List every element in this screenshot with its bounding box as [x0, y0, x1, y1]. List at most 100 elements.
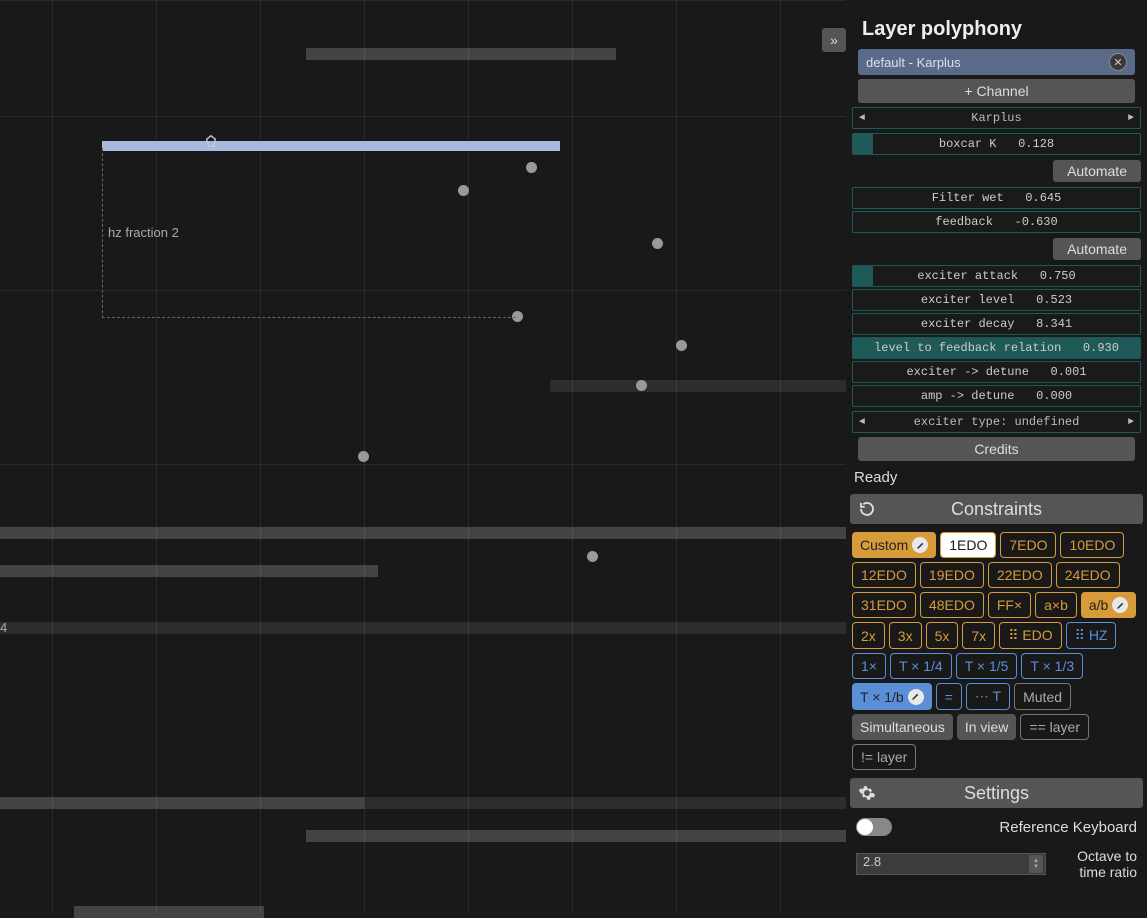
chip-label: ⋯ T: [975, 688, 1001, 705]
credits-button[interactable]: Credits: [858, 437, 1135, 461]
constraint-chip[interactable]: 22EDO: [988, 562, 1052, 588]
automation-point[interactable]: [652, 238, 663, 249]
exciter-type-selector[interactable]: ◄ exciter type: undefined ►: [852, 411, 1141, 433]
pencil-icon[interactable]: [912, 537, 928, 553]
constraint-chip[interactable]: T × 1/b: [852, 683, 932, 710]
next-synth-icon[interactable]: ►: [1122, 113, 1140, 124]
automation-point[interactable]: [676, 340, 687, 351]
param-label: amp -> detune 0.000: [921, 389, 1072, 403]
note-bar[interactable]: [74, 906, 264, 918]
prev-synth-icon[interactable]: ◄: [853, 113, 871, 124]
note-bar[interactable]: [306, 48, 616, 60]
canvas[interactable]: hz fraction 24: [0, 0, 846, 913]
automate-button[interactable]: Automate: [1053, 238, 1141, 260]
automation-point[interactable]: [587, 551, 598, 562]
constraints-header[interactable]: Constraints: [850, 494, 1143, 524]
constraint-chip[interactable]: ⠿ HZ: [1066, 622, 1117, 649]
chip-label: == layer: [1029, 719, 1080, 735]
chip-label: 10EDO: [1069, 537, 1115, 553]
chip-label: != layer: [861, 749, 907, 765]
next-exciter-icon[interactable]: ►: [1122, 417, 1140, 428]
param-slider[interactable]: exciter -> detune 0.001: [852, 361, 1141, 383]
chip-label: ⠿ HZ: [1075, 627, 1108, 644]
automate-button[interactable]: Automate: [1053, 160, 1141, 182]
constraint-chip[interactable]: 31EDO: [852, 592, 916, 618]
close-icon[interactable]: ✕: [1109, 53, 1127, 71]
chip-label: 1EDO: [949, 537, 987, 553]
chip-label: Simultaneous: [860, 719, 945, 735]
constraint-chip[interactable]: 48EDO: [920, 592, 984, 618]
automation-point[interactable]: [636, 380, 647, 391]
sidebar: Layer polyphony default - Karplus ✕ + Ch…: [846, 0, 1147, 913]
param-slider[interactable]: level to feedback relation 0.930: [852, 337, 1141, 359]
note-bar[interactable]: [550, 380, 846, 392]
grid-line: [0, 116, 846, 117]
note-bar[interactable]: [0, 527, 846, 539]
status-text: Ready: [850, 465, 1143, 490]
pencil-icon[interactable]: [1112, 597, 1128, 613]
constraint-chip[interactable]: T × 1/5: [956, 653, 1018, 679]
reference-keyboard-toggle[interactable]: [856, 818, 892, 836]
param-label: level to feedback relation 0.930: [874, 341, 1119, 355]
constraint-chip[interactable]: 3x: [889, 622, 922, 649]
constraint-chip[interactable]: T × 1/3: [1021, 653, 1083, 679]
settings-header[interactable]: Settings: [850, 778, 1143, 808]
param-slider[interactable]: exciter decay 8.341: [852, 313, 1141, 335]
param-slider[interactable]: feedback -0.630: [852, 211, 1141, 233]
canvas-label: hz fraction 2: [108, 225, 179, 240]
constraint-chip[interactable]: 1×: [852, 653, 886, 679]
collapse-sidebar-button[interactable]: »: [822, 28, 846, 52]
constraint-chip[interactable]: a/b: [1081, 592, 1136, 618]
note-bar[interactable]: [0, 622, 846, 634]
param-slider[interactable]: exciter attack 0.750: [852, 265, 1141, 287]
constraint-chip[interactable]: 2x: [852, 622, 885, 649]
constraint-chip[interactable]: Muted: [1014, 683, 1071, 710]
note-bar[interactable]: [364, 797, 846, 809]
pencil-icon[interactable]: [908, 689, 924, 705]
grid-line: [572, 0, 573, 913]
param-slider[interactable]: exciter level 0.523: [852, 289, 1141, 311]
constraint-chip[interactable]: 10EDO: [1060, 532, 1124, 558]
constraint-chip[interactable]: =: [936, 683, 962, 710]
spinner-icon[interactable]: ▲▼: [1029, 855, 1043, 873]
octave-ratio-input[interactable]: 2.8 ▲▼: [856, 853, 1046, 875]
param-slider[interactable]: amp -> detune 0.000: [852, 385, 1141, 407]
note-bar[interactable]: [306, 830, 846, 842]
constraint-chip[interactable]: ⠿ EDO: [999, 622, 1061, 649]
chip-label: 19EDO: [929, 567, 975, 583]
constraint-chip[interactable]: FF×: [988, 592, 1031, 618]
chip-label: 5x: [935, 628, 950, 644]
constraint-chip[interactable]: 12EDO: [852, 562, 916, 588]
reference-keyboard-row: Reference Keyboard: [850, 812, 1143, 842]
param-slider[interactable]: Filter wet 0.645: [852, 187, 1141, 209]
constraint-chip[interactable]: a×b: [1035, 592, 1077, 618]
constraint-chip[interactable]: 19EDO: [920, 562, 984, 588]
constraint-chip[interactable]: T × 1/4: [890, 653, 952, 679]
constraint-chip[interactable]: == layer: [1020, 714, 1089, 740]
prev-exciter-icon[interactable]: ◄: [853, 417, 871, 428]
constraint-chip[interactable]: Simultaneous: [852, 714, 953, 740]
automation-point[interactable]: [358, 451, 369, 462]
octave-ratio-value: 2.8: [863, 854, 881, 869]
automation-point[interactable]: [526, 162, 537, 173]
param-label: exciter decay 8.341: [921, 317, 1072, 331]
constraint-chip[interactable]: In view: [957, 714, 1017, 740]
param-slider[interactable]: boxcar K 0.128: [852, 133, 1141, 155]
add-channel-button[interactable]: + Channel: [858, 79, 1135, 103]
constraint-chip[interactable]: 7x: [962, 622, 995, 649]
constraint-chip[interactable]: != layer: [852, 744, 916, 770]
note-bar[interactable]: [0, 565, 378, 577]
chip-label: T × 1/b: [860, 689, 904, 705]
note-bar[interactable]: [0, 797, 364, 809]
constraint-chip[interactable]: 1EDO: [940, 532, 996, 558]
octave-ratio-label: Octave to time ratio: [1054, 848, 1137, 880]
constraint-chip[interactable]: 24EDO: [1056, 562, 1120, 588]
constraint-chip[interactable]: Custom: [852, 532, 936, 558]
constraint-chip[interactable]: ⋯ T: [966, 683, 1010, 710]
layer-chip[interactable]: default - Karplus ✕: [858, 49, 1135, 75]
constraint-chip[interactable]: 5x: [926, 622, 959, 649]
constraint-chip[interactable]: 7EDO: [1000, 532, 1056, 558]
settings-title: Settings: [850, 783, 1143, 804]
synth-selector[interactable]: ◄ Karplus ►: [852, 107, 1141, 129]
refresh-icon: [858, 500, 876, 518]
